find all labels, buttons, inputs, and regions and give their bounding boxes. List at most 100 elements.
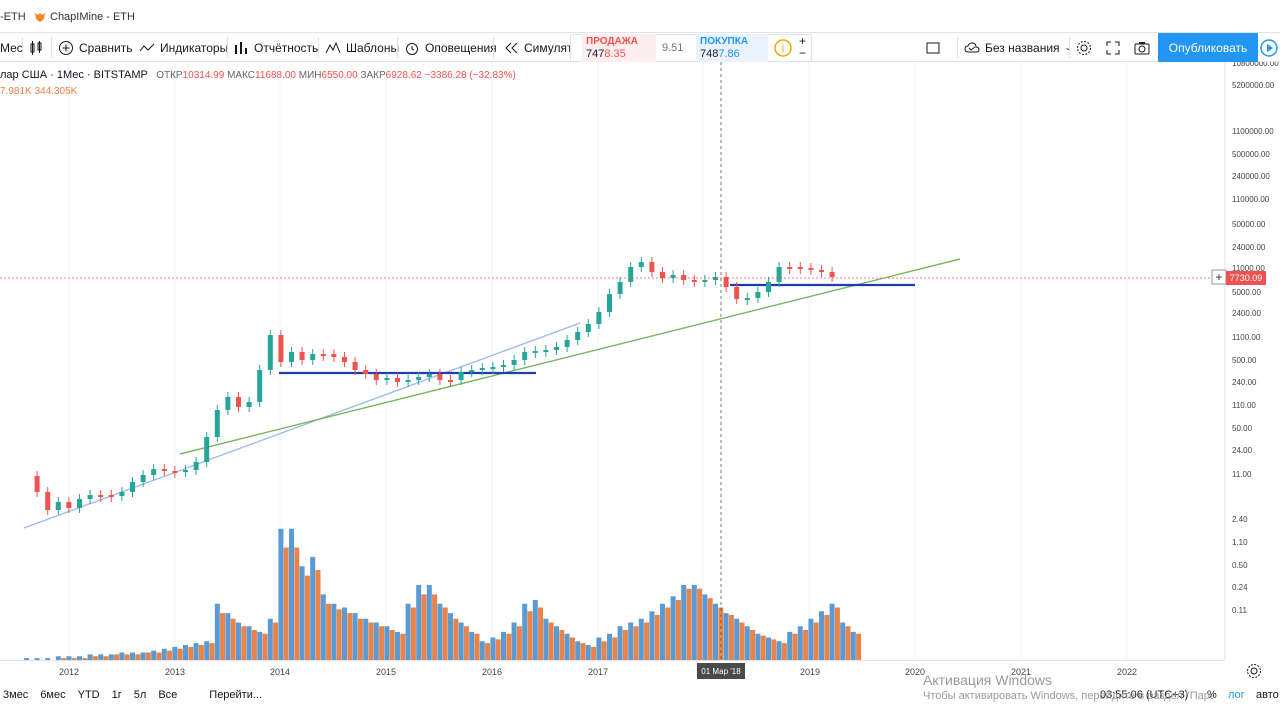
layout-name-button[interactable]: Без названия ⌄ [964, 33, 1072, 62]
candle-body [681, 275, 687, 280]
candle-body [723, 277, 729, 287]
log-toggle[interactable]: лог [1228, 689, 1245, 701]
settings-button[interactable] [1076, 33, 1092, 62]
candle-body [225, 397, 231, 410]
crosshair-time-tag [697, 663, 745, 679]
settings-icon-axis[interactable] [1245, 662, 1263, 685]
goto-button[interactable]: Перейти... [209, 689, 263, 701]
rewind-icon [503, 40, 519, 56]
volume-a: 7.981K [0, 86, 32, 97]
price-tick-label: 1100000.00 [1232, 127, 1274, 136]
candle-body [787, 267, 793, 269]
candle-body [193, 462, 199, 470]
volume-bar-up [278, 528, 284, 660]
volume-bar-up [681, 585, 687, 660]
candle-body [734, 287, 740, 299]
time-axis[interactable]: 2012 2013 2014 2015 2016 2017 2019 2020 2021 2022… [0, 660, 1225, 682]
publish-button[interactable]: Опубликовать [1158, 33, 1258, 62]
volume-bar-up [342, 607, 347, 660]
volume-bar-up [607, 633, 612, 660]
price-chart[interactable]: 10800000.00 5200000.00 1100000.00 500000.00… [0, 62, 1280, 660]
volume-bar-down [760, 635, 766, 660]
candle-body [34, 476, 40, 492]
price-tick-label: 0.24 [1232, 583, 1248, 592]
volume-bar-down [347, 613, 353, 660]
volume-bar-up [257, 631, 263, 660]
volume-bar-down [241, 626, 247, 660]
volume-bar-down [485, 643, 491, 660]
spread-value: 9.51 [662, 42, 684, 54]
candle-body [607, 294, 612, 312]
volume-bar-down [856, 633, 862, 660]
volume-bar-down [559, 630, 565, 660]
layout-square-button[interactable] [925, 33, 941, 62]
quantity-stepper[interactable]: + − [799, 35, 806, 59]
buy-button[interactable]: ПОКУПКА 7487.86 [696, 34, 768, 62]
info-icon[interactable]: i [774, 39, 792, 62]
volume-bar-up [691, 585, 697, 660]
candle-body [299, 352, 305, 360]
plus-icon[interactable]: + [799, 34, 807, 48]
volume-bar-down [188, 646, 194, 660]
time-tick-label: 2016 [482, 667, 502, 677]
candle-body [183, 470, 188, 472]
price-tick-label: 240.00 [1232, 378, 1257, 387]
indicators-button[interactable]: Индикаторы [139, 33, 228, 62]
candle-body [691, 280, 697, 282]
time-tick-label: 2019 [800, 667, 820, 677]
alerts-button[interactable]: Оповещения [404, 33, 497, 62]
volume-bar-down [389, 630, 395, 660]
candle-body [395, 378, 400, 382]
volume-bar-up [755, 633, 761, 660]
volume-bar-up [416, 585, 422, 660]
volume-bar-down [368, 622, 374, 660]
candle-body [660, 272, 665, 278]
range-all[interactable]: Все [158, 689, 178, 701]
price-tick-label: 500.00 [1232, 356, 1257, 365]
time-tick-label: 2015 [376, 667, 396, 677]
compare-button[interactable]: Сравнить [58, 33, 132, 62]
range-5y[interactable]: 5л [133, 689, 147, 701]
snapshot-button[interactable] [1134, 33, 1150, 62]
volume-bar-up [246, 626, 252, 660]
fullscreen-button[interactable] [1105, 33, 1121, 62]
candle-body [713, 277, 718, 280]
volume-bar-up [236, 622, 241, 660]
sell-button[interactable]: ПРОДАЖА 7478.35 [582, 34, 656, 62]
interval-button[interactable]: Мес [0, 33, 23, 62]
range-6m[interactable]: 6мес [40, 689, 66, 701]
cloud-check-icon [964, 40, 980, 56]
minus-icon[interactable]: − [799, 46, 807, 60]
candle-body [331, 354, 337, 357]
range-ytd[interactable]: YTD [77, 689, 100, 701]
templates-button[interactable]: Шаблоны [325, 33, 399, 62]
chart-style-button[interactable] [28, 33, 44, 62]
volume-bar-down [665, 607, 671, 660]
volume-bar-down [686, 588, 692, 660]
volume-bar-up [840, 622, 846, 660]
change-value: −3386.28 (−32.83%) [424, 70, 516, 81]
indicators-label: Индикаторы [160, 40, 229, 55]
tab-eth-partial[interactable]: -ETH [0, 11, 26, 23]
volume-bar-up [331, 603, 337, 660]
candle-body [585, 324, 591, 332]
auto-toggle[interactable]: авто [1256, 689, 1279, 701]
volume-bar-down [336, 609, 342, 660]
replay-button[interactable]: Симулято [503, 33, 579, 62]
price-tick-label: 500000.00 [1232, 150, 1270, 159]
candle-body [267, 335, 273, 370]
volume-bar-down [304, 575, 310, 660]
play-button[interactable] [1258, 33, 1280, 62]
volume-bar-down [707, 598, 713, 660]
candle-body [479, 368, 485, 370]
range-1y[interactable]: 1г [111, 689, 122, 701]
candle-body [638, 262, 644, 267]
alerts-label: Оповещения [425, 40, 497, 55]
financials-button[interactable]: Отчётность [233, 33, 318, 62]
volume-bar-down [71, 658, 77, 660]
volume-bar-up [766, 637, 771, 660]
tab-chapimine-eth[interactable]: ChapIMine - ETH [34, 11, 135, 23]
candle-body [649, 262, 655, 272]
percent-toggle[interactable]: % [1207, 689, 1217, 701]
range-3m[interactable]: 3мес [3, 689, 29, 701]
